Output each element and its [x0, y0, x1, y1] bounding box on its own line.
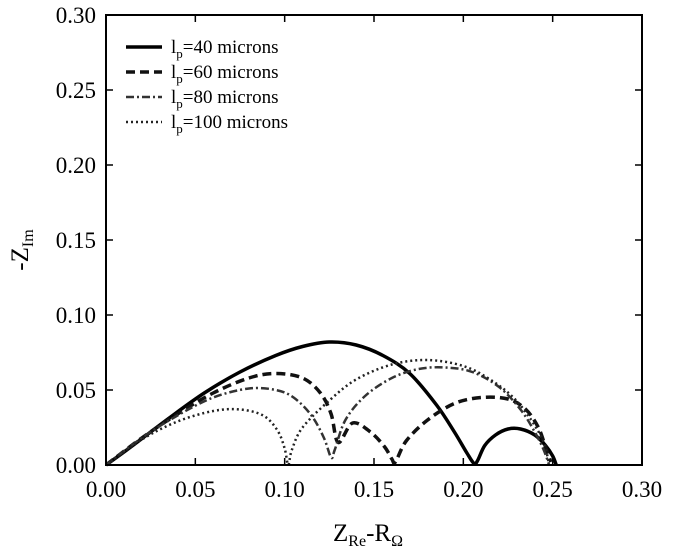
legend-label-post: =80 microns [183, 87, 279, 108]
y-tick-label: 0.00 [56, 453, 96, 478]
x-tick-label: 0.15 [354, 477, 394, 502]
x-axis-title-sub2: Ω [391, 533, 403, 550]
legend-label-pre: l [171, 62, 176, 83]
y-tick-label: 0.10 [56, 303, 96, 328]
series-line-3 [105, 366, 551, 466]
legend-label-sub: p [176, 96, 183, 111]
legend-label-pre: l [171, 112, 176, 133]
y-tick-label: 0.15 [56, 228, 96, 253]
axis-ticks: 0.00 0.05 0.10 0.15 0.20 0.25 0.30 0.00 0.05 0.10… [56, 3, 662, 502]
legend-label-post: =60 microns [183, 62, 279, 83]
x-tick-label: 0.30 [622, 477, 662, 502]
y-tick-label: 0.25 [56, 78, 96, 103]
series-line-2 [104, 371, 553, 467]
x-tick-label: 0.00 [86, 477, 126, 502]
legend-label-2: lp=60 microns [171, 62, 278, 86]
legend-label-sub: p [176, 46, 183, 61]
x-tick-label: 0.20 [443, 477, 483, 502]
x-tick-label: 0.25 [533, 477, 573, 502]
legend-label-4: lp=100 microns [171, 112, 288, 136]
y-axis-title: -ZIm [7, 229, 37, 271]
legend-label-post: =100 microns [183, 112, 288, 133]
legend-label-3: lp=80 microns [171, 87, 278, 111]
y-tick-label: 0.05 [56, 378, 96, 403]
legend-label-sub: p [176, 71, 183, 86]
x-axis-title-sub: Re [348, 533, 366, 550]
legend-label-pre: l [171, 87, 176, 108]
legend-label-sub: p [176, 121, 183, 136]
legend-label-pre: l [171, 37, 176, 58]
y-axis-title-main: -Z [7, 247, 34, 271]
plot-frame [105, 14, 643, 466]
y-axis-title-sub: Im [20, 229, 37, 247]
x-axis-title: ZRe-RΩ [333, 520, 403, 550]
series-lines [104, 340, 558, 467]
legend-label-post: =40 microns [183, 37, 279, 58]
x-axis-title-mid: -R [366, 520, 391, 547]
series-line-4 [105, 358, 551, 467]
legend-label-1: lp=40 microns [171, 37, 278, 61]
y-tick-label: 0.20 [56, 153, 96, 178]
x-axis-title-main: Z [333, 520, 348, 547]
x-tick-label: 0.10 [265, 477, 305, 502]
x-tick-label: 0.05 [175, 477, 215, 502]
y-tick-label: 0.30 [56, 3, 96, 28]
series-line-1 [104, 340, 558, 467]
